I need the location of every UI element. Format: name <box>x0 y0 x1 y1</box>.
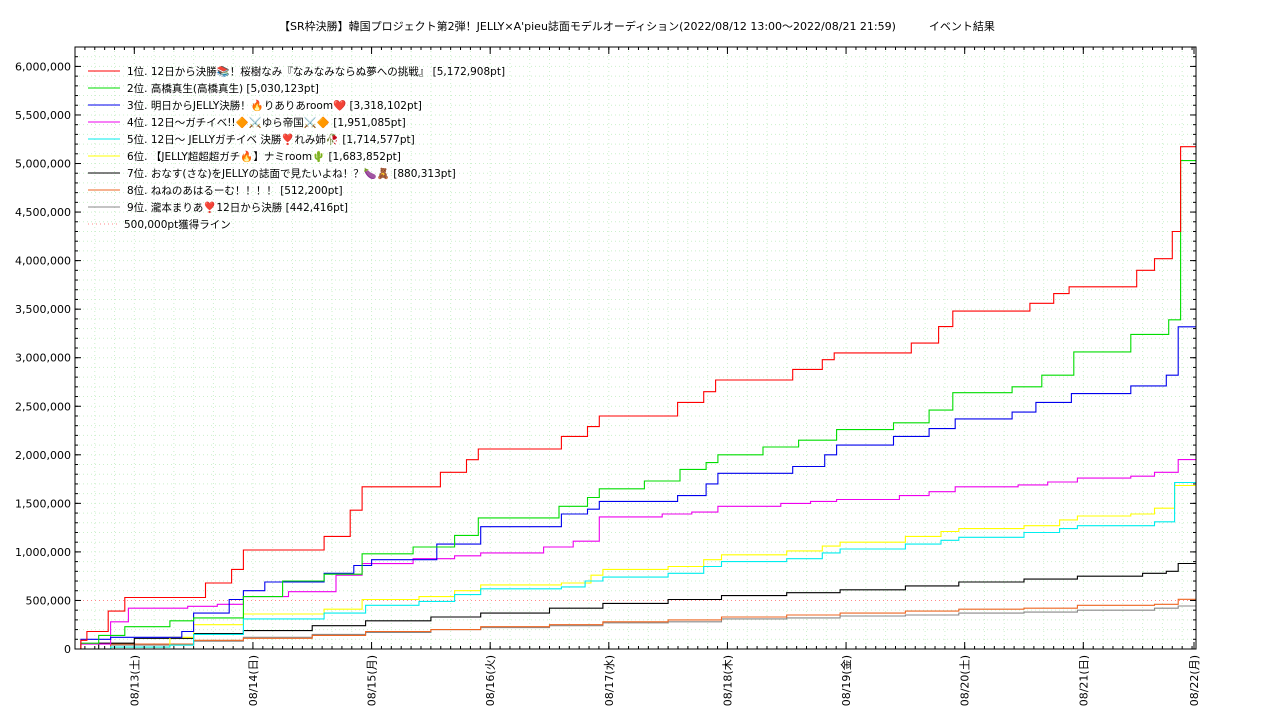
series-line-3 <box>75 326 1196 650</box>
y-tick-label: 2,000,000 <box>15 449 71 462</box>
legend-label-3: 3位. 明日からJELLY決勝！🔥りありあroom❤️ [3,318,102pt… <box>127 99 422 112</box>
series-line-4 <box>75 459 1196 650</box>
legend-label-2: 2位. 高橋真生(高橋真生) [5,030,123pt] <box>127 82 319 95</box>
y-tick-label: 5,000,000 <box>15 158 71 171</box>
grid <box>75 47 1196 649</box>
x-tick-label: 08/15(月) <box>366 655 379 706</box>
y-tick-label: 3,500,000 <box>15 303 71 316</box>
series-line-8 <box>75 598 1196 650</box>
y-tick-label: 0 <box>64 643 71 656</box>
y-tick-label: 4,500,000 <box>15 206 71 219</box>
chart-title: 【SR枠決勝】韓国プロジェクト第2弾！JELLY×A'pieu誌面モデルオーディ… <box>279 19 995 33</box>
x-tick-label: 08/17(水) <box>603 655 616 706</box>
legend-label-7: 7位. おなす(さな)をJELLYの誌面で見たいよね！？🍆🧸 [880,313p… <box>127 167 456 180</box>
legend-label-5: 5位. 12日～ JELLYガチイベ 決勝❣️れみ姉🥀 [1,714,577pt… <box>127 133 415 146</box>
legend-label-6: 6位. 【JELLY超超超ガチ🔥】ナミroom🌵 [1,683,852pt] <box>127 150 401 163</box>
y-tick-label: 1,500,000 <box>15 497 71 510</box>
legend: 1位. 12日から決勝📚！桜樹なみ『なみなみならぬ夢への挑戦』 [5,172,9… <box>88 65 505 231</box>
y-tick-label: 4,000,000 <box>15 255 71 268</box>
y-tick-label: 2,500,000 <box>15 400 71 413</box>
x-tick-label: 08/21(日) <box>1077 655 1090 706</box>
axis-ticks: 0 500,000 1,000,000 1,500,000 2,000,000 2,500… <box>15 47 1201 706</box>
series-line-5 <box>75 481 1196 650</box>
legend-label-9: 9位. 瀧本まりあ❣️12日から決勝 [442,416pt] <box>127 201 348 214</box>
x-tick-label: 08/22(月) <box>1188 655 1201 706</box>
x-tick-label: 08/14(日) <box>247 655 260 706</box>
legend-label-8: 8位. ねねのあはるーむ！！！！ [512,200pt] <box>127 184 343 197</box>
y-tick-label: 6,000,000 <box>15 60 71 73</box>
y-tick-label: 1,000,000 <box>15 546 71 559</box>
x-tick-label: 08/16(火) <box>484 655 497 706</box>
x-tick-label: 08/20(土) <box>959 655 972 706</box>
y-tick-label: 5,500,000 <box>15 109 71 122</box>
series-layer <box>75 146 1196 650</box>
x-tick-label: 08/18(木) <box>721 655 734 706</box>
series-line-2 <box>75 160 1196 650</box>
y-tick-label: 500,000 <box>26 594 72 607</box>
series-line-1 <box>75 146 1196 650</box>
x-tick-label: 08/19(金) <box>839 655 853 706</box>
legend-label-1: 1位. 12日から決勝📚！桜樹なみ『なみなみならぬ夢への挑戦』 [5,172,9… <box>127 65 505 78</box>
y-tick-label: 3,000,000 <box>15 352 71 365</box>
x-tick-label: 08/13(土) <box>128 655 141 706</box>
legend-label-4: 4位. 12日～ガチイベ!!🔶⚔️ゆら帝国⚔️🔶 [1,951,085pt] <box>127 116 406 129</box>
legend-label-10: 500,000pt獲得ライン <box>124 218 231 231</box>
